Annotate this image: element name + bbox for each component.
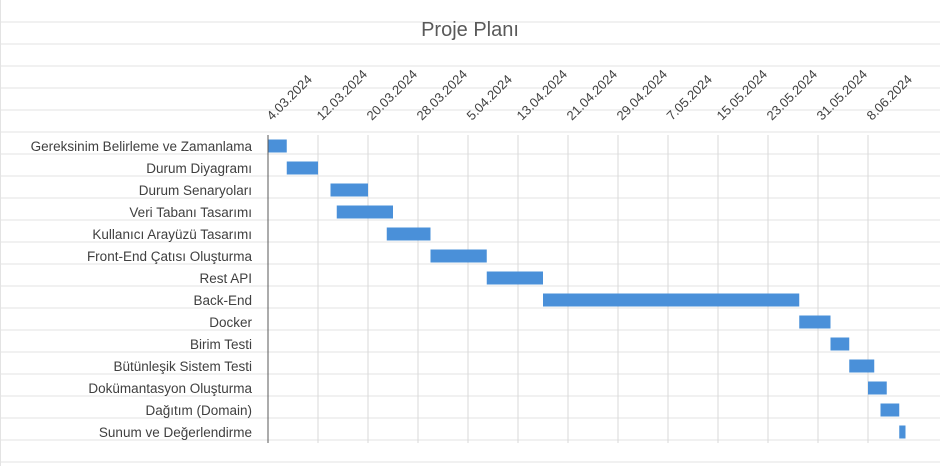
task-bar (830, 337, 850, 351)
vertical-gridlines (317, 135, 869, 443)
task-label: Bütünleşik Sistem Testi (113, 359, 252, 374)
task-label: Durum Diyagramı (146, 161, 252, 176)
task-label: Dokümantasyon Oluşturma (88, 381, 252, 396)
task-bars (268, 139, 906, 439)
x-tick-label: 15.05.2024 (714, 66, 771, 123)
task-bar (336, 205, 393, 219)
task-label: Birim Testi (190, 337, 252, 352)
task-bar (286, 161, 318, 175)
task-bar (880, 403, 900, 417)
x-tick-label: 31.05.2024 (814, 66, 871, 123)
task-label: Sunum ve Değerlendirme (99, 425, 252, 440)
task-labels: Gereksinim Belirleme ve Zamanlama Durum D… (31, 139, 253, 440)
x-tick-label: 8.06.2024 (864, 72, 916, 124)
x-tick-label: 5.04.2024 (464, 72, 516, 124)
task-label: Back-End (193, 293, 252, 308)
task-bar (868, 381, 887, 395)
task-label: Rest API (199, 271, 252, 286)
task-label: Durum Senaryoları (139, 183, 252, 198)
task-bar (849, 359, 875, 373)
x-tick-label: 4.03.2024 (264, 72, 316, 124)
task-bar (543, 293, 800, 307)
task-bar (386, 227, 431, 241)
task-bar (330, 183, 368, 197)
task-label: Kullanıcı Arayüzü Tasarımı (92, 227, 252, 242)
task-label: Gereksinim Belirleme ve Zamanlama (31, 139, 253, 154)
task-label: Veri Tabanı Tasarımı (129, 205, 252, 220)
x-tick-label: 12.03.2024 (314, 66, 371, 123)
x-tick-label: 21.04.2024 (564, 66, 621, 123)
x-tick-label: 7.05.2024 (664, 72, 716, 124)
task-bar (268, 139, 287, 153)
task-label: Docker (209, 315, 252, 330)
task-bar (430, 249, 487, 263)
x-tick-label: 13.04.2024 (514, 66, 571, 123)
task-bar (486, 271, 543, 285)
x-tick-label: 28.03.2024 (414, 66, 471, 123)
x-tick-label: 29.04.2024 (614, 66, 671, 123)
task-label: Front-End Çatısı Oluşturma (87, 249, 253, 264)
x-tick-label: 20.03.2024 (364, 66, 421, 123)
task-bar (799, 315, 831, 329)
task-label: Dağıtım (Domain) (145, 403, 252, 418)
chart-title: Proje Planı (421, 19, 519, 41)
x-tick-label: 23.05.2024 (764, 66, 821, 123)
task-bar (899, 425, 906, 439)
x-tick-labels: 4.03.202412.03.202420.03.202428.03.20245… (264, 66, 916, 123)
